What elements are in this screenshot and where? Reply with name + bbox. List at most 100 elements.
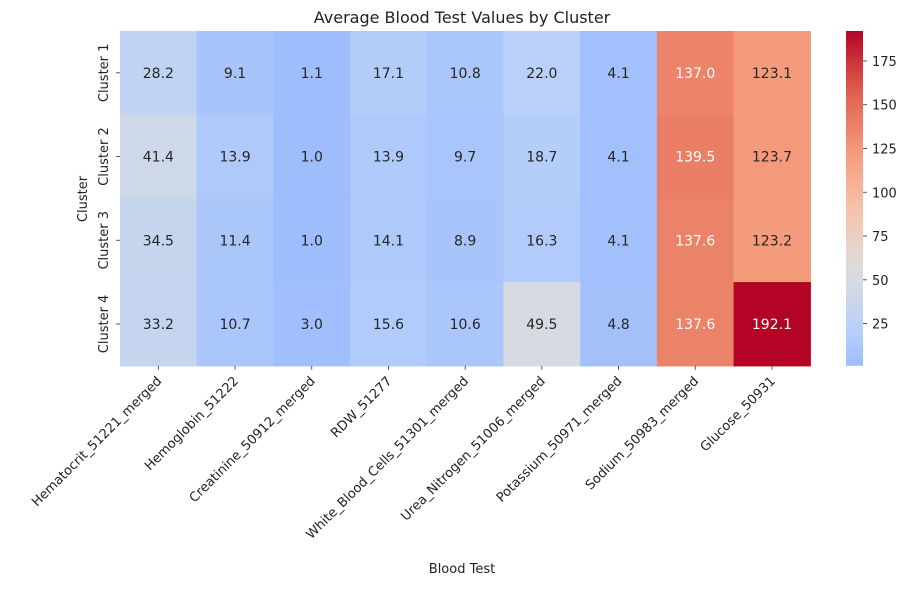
cell-value-label: 14.1 — [373, 233, 404, 249]
heatmap-cell — [273, 198, 351, 283]
cell-value-label: 16.3 — [526, 233, 557, 249]
heatmap-cell — [120, 282, 198, 367]
y-tick-label: Cluster 1 — [97, 44, 112, 103]
heatmap-cell — [580, 282, 658, 367]
heatmap-cell — [350, 282, 428, 367]
x-tick-label: Hematocrit_51221_merged — [29, 374, 165, 510]
heatmap-cell — [503, 282, 581, 367]
cell-value-label: 17.1 — [373, 66, 404, 82]
cell-value-label: 10.8 — [450, 66, 481, 82]
cell-value-label: 10.6 — [450, 317, 481, 333]
colorbar-tick-label: 125 — [872, 142, 897, 157]
heatmap-cell — [196, 198, 274, 283]
x-tick-label: Creatinine_50912_merged — [187, 374, 319, 506]
cell-value-label: 4.1 — [607, 233, 629, 249]
cell-value-label: 4.8 — [607, 317, 629, 333]
heatmap-cell — [656, 31, 735, 116]
colorbar-tick-label: 100 — [872, 186, 897, 201]
cell-value-label: 139.5 — [675, 150, 715, 166]
colorbar-tick-label: 75 — [872, 230, 889, 245]
cell-value-label: 11.4 — [219, 233, 250, 249]
y-tick-label: Cluster 2 — [97, 127, 112, 186]
heatmap-cell — [503, 198, 581, 283]
colorbar-tick-label: 50 — [872, 274, 889, 289]
heatmap-cell — [196, 114, 274, 199]
colorbar: 25 50 75 100 125 150 175 — [846, 31, 897, 366]
cell-value-label: 13.9 — [373, 150, 404, 166]
heatmap-cell — [580, 198, 658, 283]
heatmap-cell — [120, 198, 198, 283]
x-tick-label: Glucose_50931 — [698, 374, 779, 455]
colorbar-tick-label: 25 — [872, 318, 889, 333]
heatmap-cell — [273, 282, 351, 367]
cell-value-label: 49.5 — [526, 317, 557, 333]
cell-value-label: 3.0 — [301, 317, 323, 333]
cell-value-label: 123.2 — [752, 233, 792, 249]
heatmap-cell — [350, 114, 428, 199]
cell-value-label: 15.6 — [373, 317, 404, 333]
cell-value-label: 22.0 — [526, 66, 557, 82]
colorbar-gradient — [846, 31, 863, 366]
cell-value-label: 4.1 — [607, 66, 629, 82]
cell-value-label: 123.7 — [752, 150, 792, 166]
cell-value-label: 34.5 — [143, 233, 174, 249]
heatmap-cell — [120, 114, 198, 199]
cell-value-label: 28.2 — [143, 66, 174, 82]
cell-value-label: 8.9 — [454, 233, 476, 249]
x-axis-label: Blood Test — [429, 562, 495, 577]
heatmap-cell — [426, 282, 505, 367]
heatmap-cell — [350, 198, 428, 283]
heatmap-cell — [350, 31, 428, 116]
heatmap-cell — [733, 114, 811, 199]
heatmap-cell — [120, 31, 198, 116]
x-tick-label: RDW_51277 — [328, 374, 395, 441]
heatmap-cell — [733, 31, 811, 116]
cell-value-label: 41.4 — [143, 150, 174, 166]
x-tick-label: White_Blood_Cells_51301_merged — [304, 374, 472, 542]
heatmap-cell — [733, 198, 811, 283]
cell-value-label: 9.7 — [454, 150, 476, 166]
x-tick-labels: Hematocrit_51221_mergedHemoglobin_51222C… — [29, 365, 779, 542]
heatmap-cell — [503, 31, 581, 116]
cell-value-label: 137.6 — [675, 233, 715, 249]
heatmap-cell — [426, 114, 505, 199]
heatmap-cell — [196, 282, 274, 367]
heatmap-cell — [580, 114, 658, 199]
y-axis-label: Cluster — [76, 175, 91, 222]
heatmap-cell — [196, 31, 274, 116]
y-tick-labels: Cluster 1 Cluster 2 Cluster 3 Cluster 4 — [97, 44, 120, 354]
cell-value-label: 1.0 — [301, 233, 323, 249]
cell-value-label: 1.1 — [301, 66, 323, 82]
cell-value-label: 9.1 — [224, 66, 246, 82]
cell-value-label: 123.1 — [752, 66, 792, 82]
colorbar-tick-label: 175 — [872, 55, 897, 70]
heatmap-cells — [120, 31, 811, 367]
heatmap-cell — [656, 114, 735, 199]
cell-value-label: 137.6 — [675, 317, 715, 333]
heatmap-cell — [656, 198, 735, 283]
heatmap-value-labels: 28.2 9.1 1.1 17.1 10.8 22.0 4.1 137.0 123.1 41.4 1… — [143, 66, 792, 333]
heatmap-cell — [503, 114, 581, 199]
heatmap-cell — [273, 31, 351, 116]
heatmap-cell — [656, 282, 735, 367]
y-tick-label: Cluster 3 — [97, 211, 112, 270]
x-tick-label: Potassium_50971_merged — [494, 374, 626, 506]
cell-value-label: 137.0 — [675, 66, 715, 82]
chart-title: Average Blood Test Values by Cluster — [314, 8, 611, 27]
cell-value-label: 10.7 — [219, 317, 250, 333]
heatmap-cell — [733, 282, 811, 367]
cell-value-label: 13.9 — [219, 150, 250, 166]
heatmap-cell — [426, 31, 505, 116]
heatmap-cell — [273, 114, 351, 199]
cell-value-label: 192.1 — [752, 317, 792, 333]
heatmap-cell — [580, 31, 658, 116]
y-tick-label: Cluster 4 — [97, 295, 112, 354]
cell-value-label: 33.2 — [143, 317, 174, 333]
cell-value-label: 1.0 — [301, 150, 323, 166]
cell-value-label: 4.1 — [607, 150, 629, 166]
x-tick-label: Urea_Nitrogen_51006_merged — [398, 374, 548, 524]
heatmap-cell — [426, 198, 505, 283]
colorbar-tick-label: 150 — [872, 99, 897, 114]
